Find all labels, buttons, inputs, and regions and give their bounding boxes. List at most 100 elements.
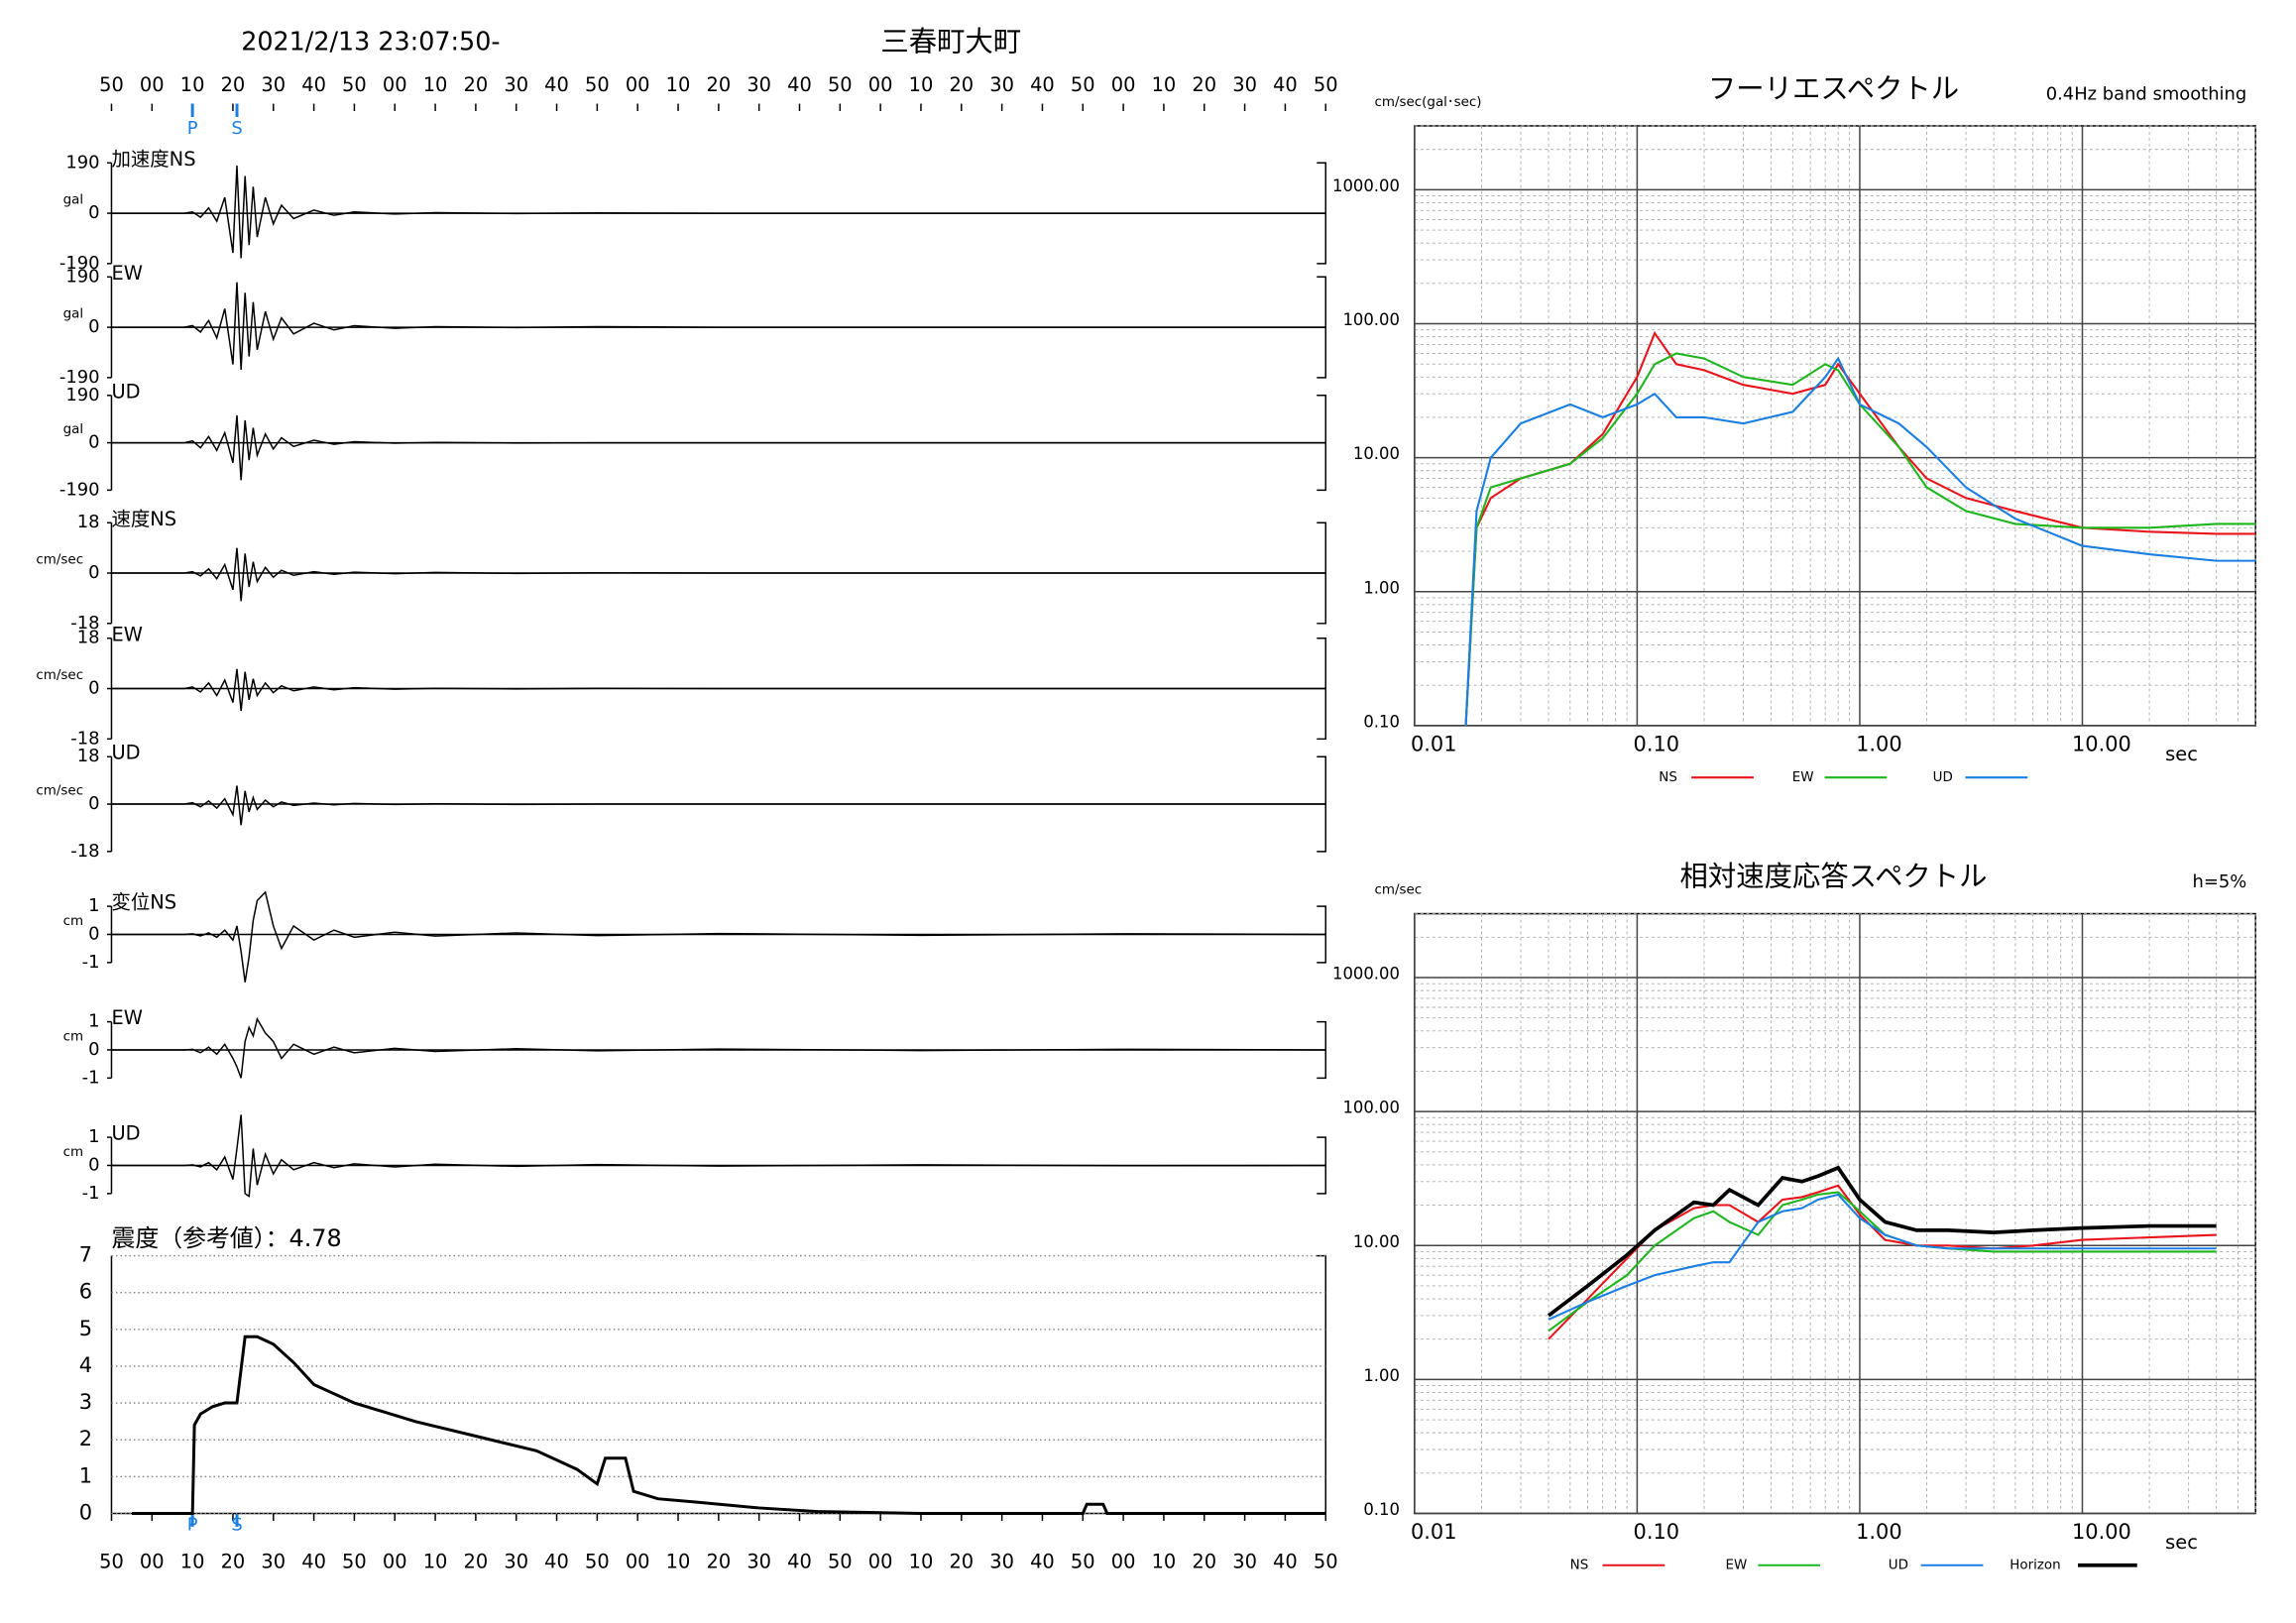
time-tick-label: 30 xyxy=(504,73,528,96)
y-unit: cm/sec xyxy=(36,553,83,568)
time-tick-label: 00 xyxy=(626,1550,650,1572)
y-tick-label: 1.00 xyxy=(1363,1366,1400,1385)
legend-label: NS xyxy=(1570,1559,1589,1573)
panel-frame xyxy=(110,1254,1326,1515)
time-tick-label: 20 xyxy=(1192,1550,1216,1572)
time-tick-label: 00 xyxy=(868,73,893,96)
time-tick-label: 30 xyxy=(989,1550,1014,1572)
time-tick-label: 40 xyxy=(301,1550,326,1572)
time-tick-label: 20 xyxy=(707,73,732,96)
y-tick-label: 190 xyxy=(65,152,99,173)
waveform xyxy=(111,668,1326,712)
y-tick-label: 7 xyxy=(79,1243,92,1267)
time-tick-label: 00 xyxy=(1111,73,1136,96)
time-tick-label: 30 xyxy=(746,73,771,96)
y-tick-label: 18 xyxy=(77,512,100,532)
y-unit: cm/sec xyxy=(36,668,83,683)
panel-title: UD xyxy=(111,742,140,764)
waveform xyxy=(111,785,1326,826)
y-tick-label: 4 xyxy=(79,1353,92,1377)
time-tick-label: 10 xyxy=(666,1550,691,1572)
y-tick-label: -190 xyxy=(59,367,100,388)
y-unit: gal xyxy=(63,422,83,437)
y-unit: cm xyxy=(63,914,83,929)
y-axis-label: cm/sec(gal･sec) xyxy=(1375,95,1482,110)
waveform xyxy=(111,282,1326,370)
x-axis-label: sec xyxy=(2165,1531,2198,1554)
x-tick-label: 0.10 xyxy=(1634,732,1680,755)
time-tick-label: 20 xyxy=(707,1550,732,1572)
time-tick-label: 00 xyxy=(1111,1550,1136,1572)
time-tick-label: 10 xyxy=(423,73,448,96)
time-tick-label: 20 xyxy=(1192,73,1216,96)
time-tick-label: 20 xyxy=(949,73,974,96)
time-tick-label: 00 xyxy=(383,1550,407,1572)
chart-subtitle: 0.4Hz band smoothing xyxy=(2046,84,2247,105)
y-tick-label: 190 xyxy=(65,385,99,406)
y-tick-label: 0.10 xyxy=(1363,712,1400,731)
y-tick-label: -190 xyxy=(59,253,100,274)
y-tick-label: -1 xyxy=(82,952,100,973)
y-tick-label: 10.00 xyxy=(1353,444,1400,463)
panel-title: 速度NS xyxy=(111,508,176,530)
y-tick-label: 5 xyxy=(79,1317,92,1340)
y-tick-label: 0.10 xyxy=(1363,1500,1400,1519)
time-tick-label: 30 xyxy=(746,1550,771,1572)
time-tick-label: 40 xyxy=(787,1550,812,1572)
waveform xyxy=(111,547,1326,602)
time-tick-label: 30 xyxy=(1232,73,1257,96)
y-tick-label: -18 xyxy=(70,613,99,634)
legend-label: UD xyxy=(1889,1559,1908,1573)
time-tick-label: 40 xyxy=(1030,1550,1055,1572)
time-tick-label: 00 xyxy=(140,1550,165,1572)
time-tick-label: 20 xyxy=(464,73,489,96)
time-tick-label: 30 xyxy=(261,1550,286,1572)
phase-label: S xyxy=(231,118,242,139)
time-tick-label: 50 xyxy=(1071,73,1095,96)
time-tick-label: 40 xyxy=(544,73,569,96)
legend-label: NS xyxy=(1659,770,1677,785)
y-tick-label: 1.00 xyxy=(1363,578,1400,597)
time-tick-label: 40 xyxy=(301,73,326,96)
time-tick-label: 20 xyxy=(464,1550,489,1572)
panel-title: EW xyxy=(111,623,142,645)
waveform xyxy=(111,1016,1326,1079)
time-tick-label: 30 xyxy=(261,73,286,96)
time-tick-label: 00 xyxy=(626,73,650,96)
y-tick-label: 0 xyxy=(88,793,99,814)
y-unit: cm xyxy=(63,1145,83,1160)
time-tick-label: 20 xyxy=(221,73,246,96)
datetime: 2021/2/13 23:07:50- xyxy=(241,26,500,56)
time-tick-label: 40 xyxy=(787,73,812,96)
y-tick-label: 0 xyxy=(79,1500,92,1524)
y-tick-label: 0 xyxy=(88,923,99,944)
time-tick-label: 30 xyxy=(989,73,1014,96)
y-tick-label: 2 xyxy=(79,1427,92,1450)
y-axis-label: cm/sec xyxy=(1375,883,1423,898)
phase-label: P xyxy=(187,118,198,139)
plot-frame xyxy=(1414,912,2256,1515)
legend-label: Horizon xyxy=(2009,1559,2060,1573)
y-unit: cm/sec xyxy=(36,784,83,799)
panel-title: EW xyxy=(111,1006,142,1029)
y-tick-label: 0 xyxy=(88,562,99,583)
spectrum-line xyxy=(1464,356,2256,726)
y-tick-label: -1 xyxy=(82,1183,100,1204)
panel-title: UD xyxy=(111,1122,140,1145)
panel-title: 震度（参考値）：4.78 xyxy=(111,1224,341,1252)
spectrum-line xyxy=(1464,330,2256,726)
y-unit: gal xyxy=(63,307,83,322)
y-unit: gal xyxy=(63,193,83,208)
y-tick-label: 1 xyxy=(88,1126,99,1147)
time-tick-label: 40 xyxy=(544,1550,569,1572)
y-tick-label: 0 xyxy=(88,202,99,223)
legend-label: UD xyxy=(1933,770,1953,785)
time-tick-label: 50 xyxy=(99,73,124,96)
time-tick-label: 40 xyxy=(1030,73,1055,96)
y-tick-label: 100.00 xyxy=(1343,1099,1400,1117)
chart-subtitle: h=5% xyxy=(2192,871,2246,892)
y-tick-label: 0 xyxy=(88,1039,99,1060)
y-tick-label: 1 xyxy=(79,1463,92,1487)
x-tick-label: 10.00 xyxy=(2072,732,2131,755)
time-tick-label: 50 xyxy=(1314,1550,1338,1572)
